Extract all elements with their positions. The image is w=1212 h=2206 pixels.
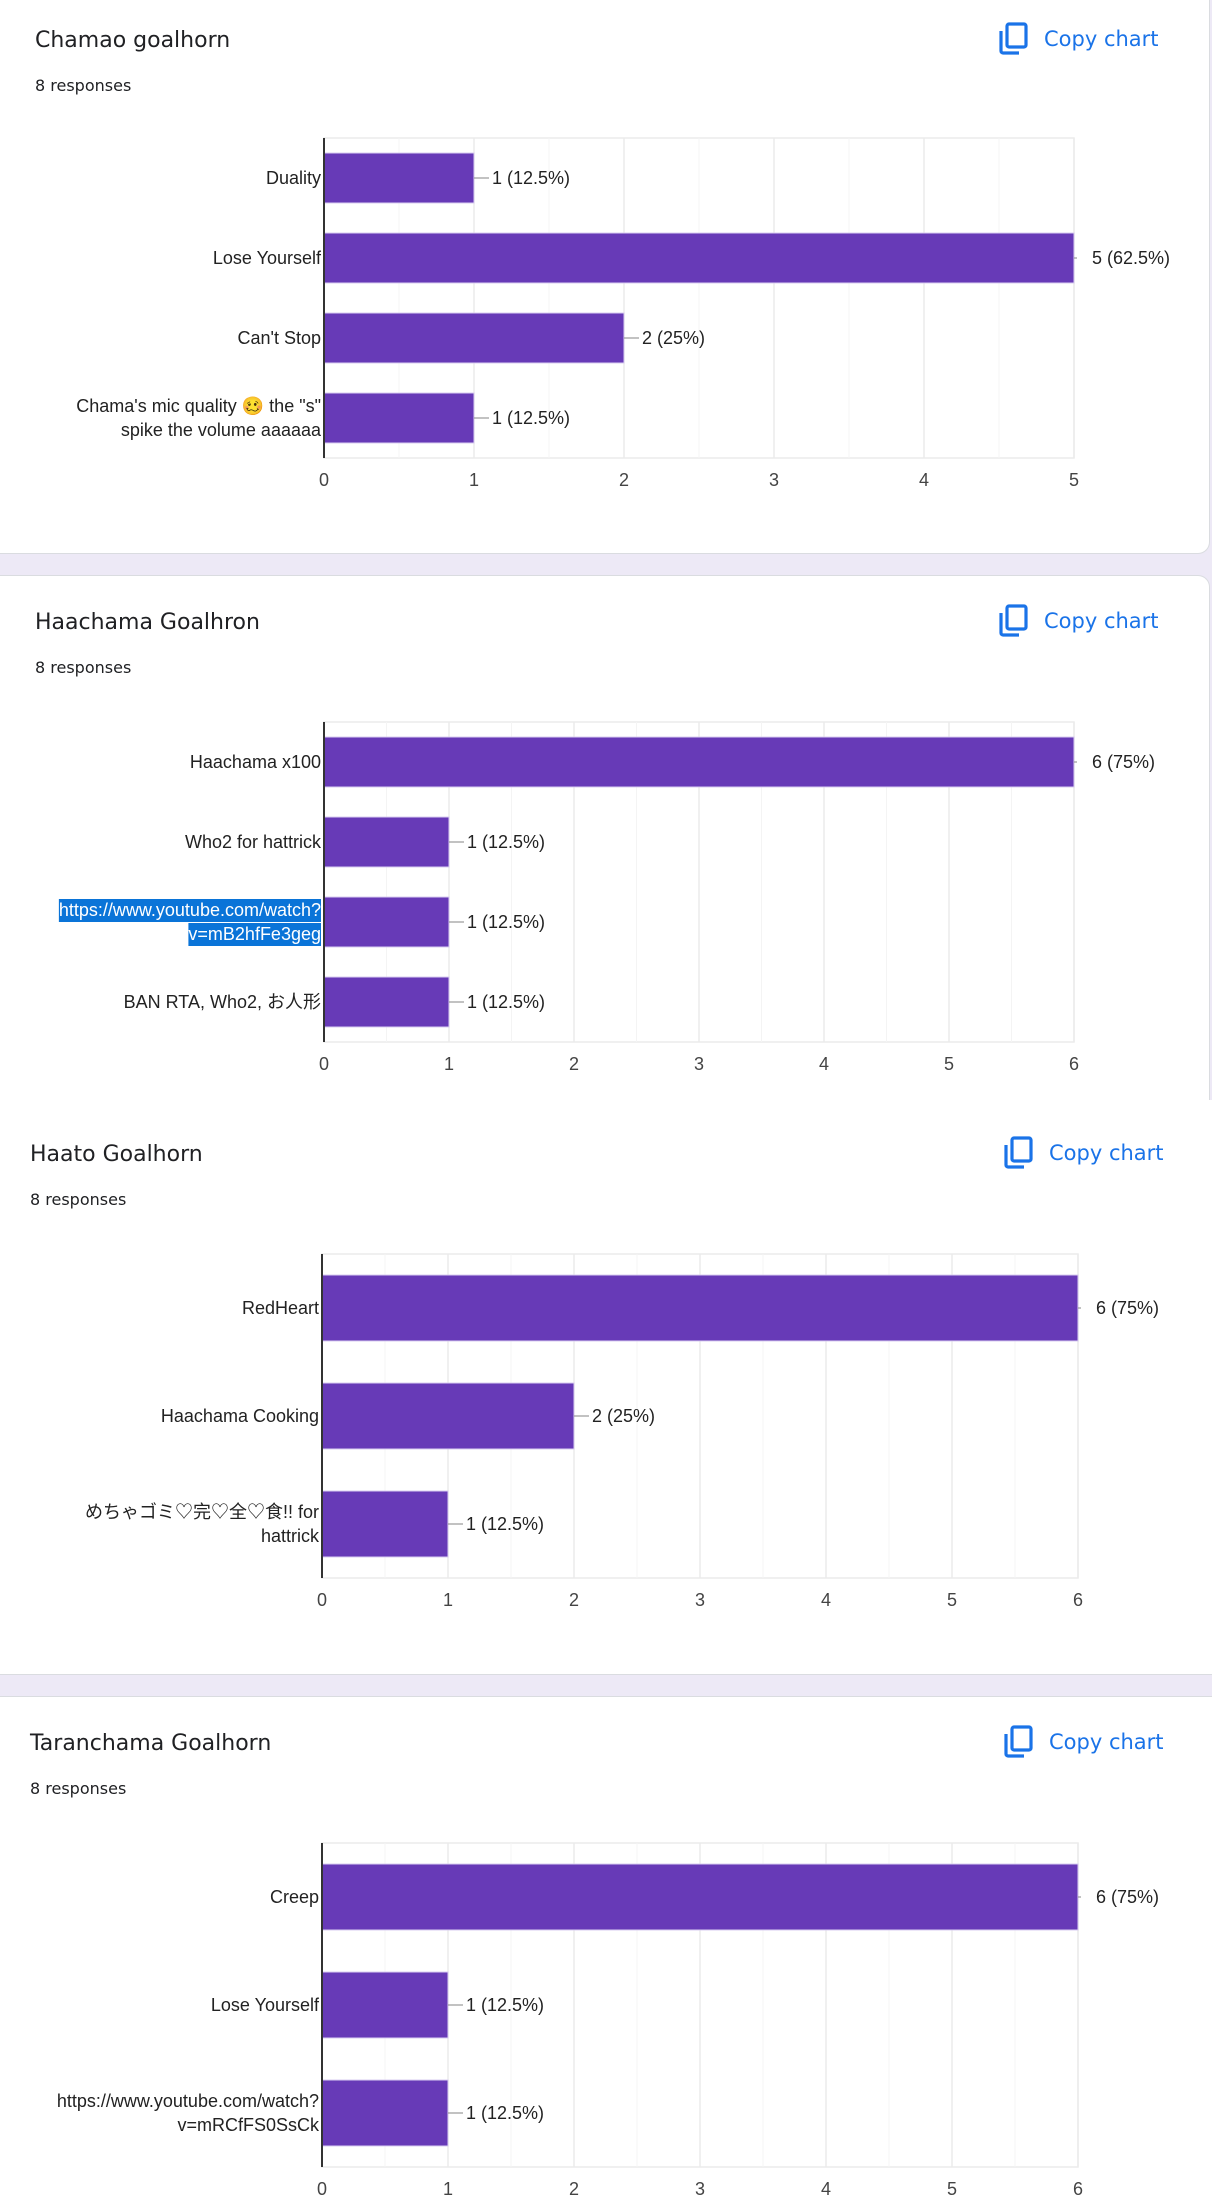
bar <box>323 232 1075 284</box>
data-label: 6 (75%) <box>1092 752 1155 772</box>
bar <box>321 1863 1079 1931</box>
bar <box>323 152 475 204</box>
x-tick-label: 0 <box>317 1590 327 1610</box>
x-tick-label: 2 <box>619 470 629 490</box>
data-label: 2 (25%) <box>642 328 705 348</box>
x-tick-label: 1 <box>444 1054 454 1074</box>
x-tick-label: 0 <box>317 2179 327 2199</box>
category-label: Chama's mic quality 🥴 the "s" <box>76 396 321 416</box>
bar-chart-taranchama: 6 (75%) Creep 1 (12.5%) Lose Yourself 1 (12.… <box>57 1842 1159 2199</box>
data-label: 1 (12.5%) <box>492 168 570 188</box>
data-label: 1 (12.5%) <box>467 912 545 932</box>
category-label: v=mB2hfFe3geg <box>188 924 321 944</box>
category-label: Creep <box>270 1887 319 1907</box>
x-tick-label: 1 <box>443 2179 453 2199</box>
x-tick-label: 2 <box>569 2179 579 2199</box>
data-label: 6 (75%) <box>1096 1298 1159 1318</box>
data-label: 1 (12.5%) <box>492 408 570 428</box>
chart-title: Taranchama Goalhorn <box>30 1731 272 1756</box>
data-label: 1 (12.5%) <box>467 832 545 852</box>
copy-chart-button[interactable]: Copy chart <box>1003 1725 1164 1759</box>
bar-chart-haato: 6 (75%) RedHeart 2 (25%) Haachama Cooking 1 … <box>85 1253 1159 1610</box>
x-tick-label: 4 <box>821 2179 831 2199</box>
x-tick-label: 5 <box>947 1590 957 1610</box>
text-selection-highlight <box>188 923 321 946</box>
x-tick-label: 0 <box>319 470 329 490</box>
bar <box>321 1971 449 2039</box>
data-label: 6 (75%) <box>1096 1887 1159 1907</box>
copy-chart-label: Copy chart <box>1044 609 1159 633</box>
chart-title: Haato Goalhorn <box>30 1142 203 1167</box>
bar <box>323 976 450 1028</box>
bar <box>321 1382 575 1450</box>
x-tick-label: 6 <box>1069 1054 1079 1074</box>
copy-chart-button[interactable]: Copy chart <box>998 604 1159 638</box>
bar <box>323 392 475 444</box>
category-label: BAN RTA, Who2, お人形 <box>124 992 321 1012</box>
x-tick-label: 3 <box>769 470 779 490</box>
category-label: Can't Stop <box>238 328 322 348</box>
copy-icon <box>999 604 1028 637</box>
category-label: Who2 for hattrick <box>185 832 322 852</box>
response-count: 8 responses <box>35 658 132 677</box>
bar <box>321 1274 1079 1342</box>
bar <box>323 816 450 868</box>
x-tick-label: 1 <box>469 470 479 490</box>
x-tick-label: 3 <box>694 1054 704 1074</box>
x-tick-label: 0 <box>319 1054 329 1074</box>
chart-title: Haachama Goalhron <box>35 610 260 635</box>
category-label: Lose Yourself <box>211 1995 320 2015</box>
copy-chart-label: Copy chart <box>1049 1141 1164 1165</box>
copy-chart-label: Copy chart <box>1044 27 1159 51</box>
category-label: Duality <box>266 168 321 188</box>
x-tick-label: 2 <box>569 1590 579 1610</box>
x-tick-label: 6 <box>1073 2179 1083 2199</box>
bar <box>323 896 450 948</box>
bar-chart-chamao: 1 (12.5%) Duality 5 (62.5%) Lose Yourself 2 … <box>76 137 1170 490</box>
chart-title: Chamao goalhorn <box>35 28 231 53</box>
data-label: 1 (12.5%) <box>466 1514 544 1534</box>
category-label: https://www.youtube.com/watch? <box>59 900 321 920</box>
x-tick-label: 4 <box>919 470 929 490</box>
bar <box>321 1490 449 1558</box>
x-tick-label: 2 <box>569 1054 579 1074</box>
data-label: 2 (25%) <box>592 1406 655 1426</box>
data-label: 1 (12.5%) <box>466 2103 544 2123</box>
copy-icon <box>1004 1725 1033 1758</box>
x-tick-label: 3 <box>695 2179 705 2199</box>
copy-icon <box>1004 1136 1033 1169</box>
category-label: RedHeart <box>242 1298 319 1318</box>
text-selection-highlight <box>58 899 321 922</box>
x-tick-label: 4 <box>819 1054 829 1074</box>
x-tick-label: 3 <box>695 1590 705 1610</box>
data-label: 5 (62.5%) <box>1092 248 1170 268</box>
category-label: spike the volume aaaaaa <box>121 420 322 440</box>
copy-chart-button[interactable]: Copy chart <box>998 22 1159 56</box>
category-label: Lose Yourself <box>213 248 322 268</box>
category-label: Haachama Cooking <box>161 1406 319 1426</box>
category-label: v=mRCfFS0SsCk <box>177 2115 320 2135</box>
bar-chart-haachama: 6 (75%) Haachama x100 1 (12.5%) Who2 for ha… <box>58 721 1155 1074</box>
x-tick-label: 5 <box>947 2179 957 2199</box>
category-label: Haachama x100 <box>190 752 321 772</box>
x-tick-label: 5 <box>944 1054 954 1074</box>
bar <box>321 2079 449 2147</box>
bar <box>323 312 625 364</box>
x-tick-label: 1 <box>443 1590 453 1610</box>
category-label: hattrick <box>261 1526 320 1546</box>
bar <box>323 736 1075 788</box>
category-label: めちゃゴミ♡完♡全♡食!! for <box>85 1502 319 1522</box>
response-count: 8 responses <box>30 1190 127 1209</box>
x-tick-label: 4 <box>821 1590 831 1610</box>
copy-icon <box>999 22 1028 55</box>
copy-chart-label: Copy chart <box>1049 1730 1164 1754</box>
x-tick-label: 6 <box>1073 1590 1083 1610</box>
category-label: https://www.youtube.com/watch? <box>57 2091 319 2111</box>
response-count: 8 responses <box>30 1779 127 1798</box>
data-label: 1 (12.5%) <box>467 992 545 1012</box>
copy-chart-button[interactable]: Copy chart <box>1003 1136 1164 1170</box>
data-label: 1 (12.5%) <box>466 1995 544 2015</box>
response-count: 8 responses <box>35 76 132 95</box>
x-tick-label: 5 <box>1069 470 1079 490</box>
